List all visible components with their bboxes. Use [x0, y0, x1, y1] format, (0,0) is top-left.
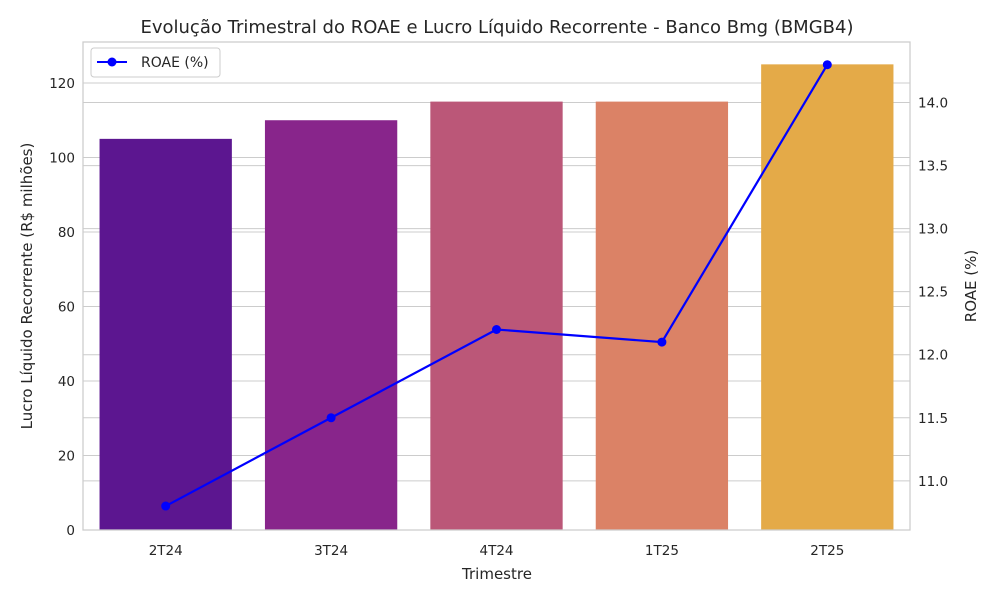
bar-2T25	[761, 64, 894, 531]
y2-tick-label: 12.5	[918, 285, 948, 301]
y-tick-label: 100	[49, 150, 75, 166]
legend-label-roae: ROAE (%)	[141, 55, 209, 71]
roae-point-4T24	[492, 325, 501, 335]
bar-1T25	[595, 101, 729, 530]
y-tick-label: 40	[58, 374, 75, 390]
y-tick-label: 0	[66, 523, 75, 539]
y2-tick-label: 14.0	[918, 96, 948, 112]
x-axis-label: Trimestre	[461, 565, 532, 583]
roae-line-series	[161, 60, 832, 511]
legend: ROAE (%)	[90, 47, 221, 78]
y-tick-label: 120	[49, 76, 75, 92]
y-tick-label: 80	[58, 225, 75, 241]
y-axis-label: Lucro Líquido Recorrente (R$ milhões)	[18, 143, 36, 430]
y-tick-label: 60	[58, 299, 75, 315]
plot-frame	[82, 41, 911, 531]
bar-3T24	[264, 120, 398, 530]
x-tick-label: 2T24	[149, 543, 183, 559]
roae-point-1T25	[657, 337, 667, 347]
x-tick-label: 3T24	[314, 543, 348, 559]
y-tick-label: 20	[58, 448, 75, 464]
y2-tick-label: 11.0	[918, 474, 948, 490]
y2-axis-label: ROAE (%)	[962, 250, 980, 322]
bar-series	[99, 64, 894, 531]
x-tick-labels: 2T24 3T24 4T24 1T25 2T25	[149, 543, 845, 559]
roae-point-2T25	[822, 60, 832, 70]
y-tick-labels: 0 20 40 60 80 100 120	[49, 76, 75, 539]
legend-box	[90, 47, 221, 78]
bar-2T24	[99, 138, 232, 530]
bar-4T24	[430, 101, 563, 530]
roae-point-3T24	[326, 413, 336, 423]
roae-point-2T24	[161, 501, 171, 511]
y2-tick-labels: 11.0 11.5 12.0 12.5 13.0 13.5 14.0	[918, 96, 948, 490]
chart-title: Evolução Trimestral do ROAE e Lucro Líqu…	[140, 17, 853, 38]
y2-tick-label: 13.0	[918, 222, 948, 238]
y2-tick-label: 11.5	[918, 411, 948, 427]
x-tick-label: 2T25	[810, 543, 844, 559]
legend-point-marker	[107, 57, 117, 67]
x-tick-label: 1T25	[645, 543, 679, 559]
x-tick-label: 4T24	[479, 543, 513, 559]
y2-tick-label: 13.5	[918, 159, 948, 175]
y2-tick-label: 12.0	[918, 348, 948, 364]
